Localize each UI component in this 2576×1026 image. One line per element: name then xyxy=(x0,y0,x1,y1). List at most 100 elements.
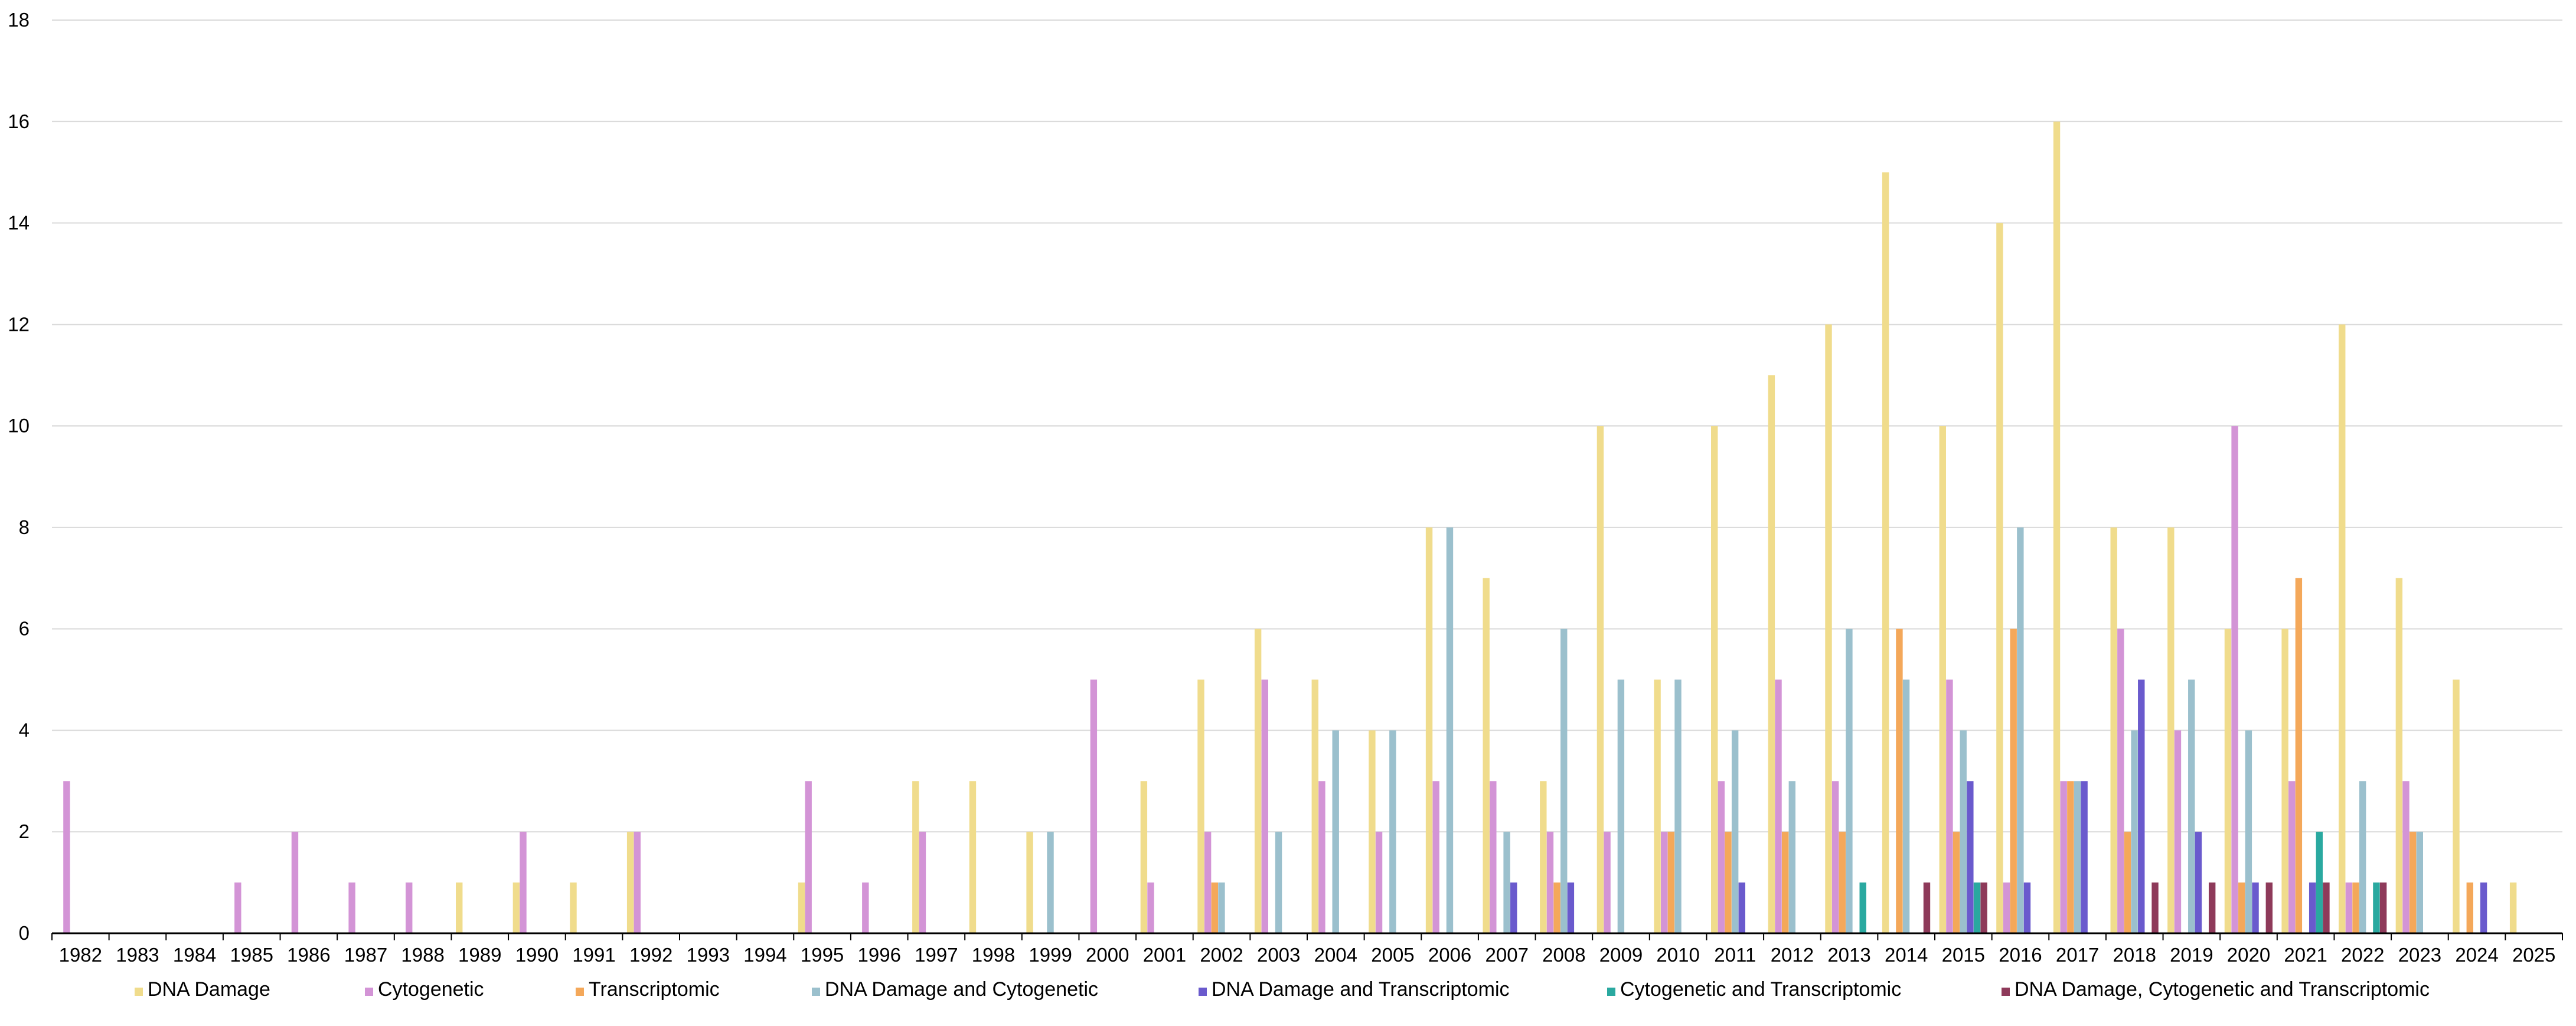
bar-cytogenetic-1986 xyxy=(291,832,299,933)
bar-cytogenetic-2010 xyxy=(1661,832,1668,933)
bar-dna-damage-2011 xyxy=(1711,426,1718,933)
bar-dna-damage-2013 xyxy=(1825,324,1832,934)
bar-dna-damage-and-cytogenetic-2002 xyxy=(1218,882,1225,933)
bar-dna-damage-and-cytogenetic-2014 xyxy=(1902,679,1910,933)
bar-cytogenetic-and-transcriptomic-2022 xyxy=(2373,882,2380,933)
bar-cytogenetic-2009 xyxy=(1604,832,1611,933)
bar-dna-damage-and-transcriptomic-2015 xyxy=(1967,781,1974,933)
x-tick-label: 1985 xyxy=(230,944,273,966)
x-tick-label: 1990 xyxy=(515,944,559,966)
bar-dna-damage-and-cytogenetic-2017 xyxy=(2074,781,2081,933)
x-tick-label: 1995 xyxy=(801,944,844,966)
bar-dna-damage-and-cytogenetic-2004 xyxy=(1332,730,1339,933)
bar-dna-damage-2022 xyxy=(2339,324,2346,934)
x-tick-label: 2006 xyxy=(1428,944,1471,966)
legend-swatch xyxy=(2002,988,2010,996)
bars xyxy=(63,121,2517,934)
bar-cytogenetic-2021 xyxy=(2288,781,2296,933)
bar-transcriptomic-2015 xyxy=(1953,832,1960,933)
bar-cytogenetic-2004 xyxy=(1318,781,1325,933)
bar-transcriptomic-2018 xyxy=(2124,832,2131,933)
x-tick-label: 1988 xyxy=(401,944,444,966)
x-tick-label: 2015 xyxy=(1942,944,1985,966)
x-tick-label: 1983 xyxy=(116,944,159,966)
bar-cytogenetic-and-transcriptomic-2021 xyxy=(2316,832,2323,933)
x-tick-label: 1998 xyxy=(972,944,1015,966)
bar-dna-damage-and-cytogenetic-2009 xyxy=(1617,679,1625,933)
bar-dna-damage-1998 xyxy=(969,781,977,933)
legend-label: Cytogenetic xyxy=(378,978,484,1001)
x-tick-label: 1986 xyxy=(287,944,330,966)
bar-dna-damage-2003 xyxy=(1254,628,1262,933)
bar-dna-damage-and-cytogenetic-2018 xyxy=(2131,730,2138,933)
bar-cytogenetic-2002 xyxy=(1204,832,1212,933)
bar-dna-damage-1991 xyxy=(570,882,577,933)
bar-dna-damage-2021 xyxy=(2281,628,2288,933)
bar-cytogenetic-2011 xyxy=(1718,781,1725,933)
bar-dna-damage-2012 xyxy=(1768,375,1775,933)
bar-cytogenetic-2016 xyxy=(2003,882,2010,933)
bar-dna-damage-and-cytogenetic-2006 xyxy=(1446,527,1454,933)
bar-cytogenetic-1990 xyxy=(520,832,527,933)
gridlines xyxy=(52,19,2562,833)
bar-dna-damage-1997 xyxy=(912,781,919,933)
bar-dna-damage-and-cytogenetic-2003 xyxy=(1275,832,1282,933)
bar-dna-damage-2008 xyxy=(1540,781,1547,933)
x-tick-label: 2017 xyxy=(2056,944,2099,966)
bar-dna-damage-cytogenetic-and-transcriptomic-2015 xyxy=(1980,882,1987,933)
bar-cytogenetic-1996 xyxy=(862,882,869,933)
bar-cytogenetic-2005 xyxy=(1375,832,1383,933)
bar-dna-damage-cytogenetic-and-transcriptomic-2019 xyxy=(2208,882,2216,933)
bar-cytogenetic-2023 xyxy=(2402,781,2410,933)
x-tick-label: 2018 xyxy=(2113,944,2156,966)
bar-dna-damage-and-transcriptomic-2007 xyxy=(1510,882,1517,933)
y-tick-label: 16 xyxy=(8,110,30,132)
legend-swatch xyxy=(1199,988,1207,996)
bar-transcriptomic-2023 xyxy=(2409,832,2417,933)
bar-dna-damage-2001 xyxy=(1140,781,1148,933)
bar-dna-damage-and-transcriptomic-2017 xyxy=(2081,781,2088,933)
bar-cytogenetic-1982 xyxy=(63,781,70,933)
bar-dna-damage-and-transcriptomic-2019 xyxy=(2195,832,2202,933)
bar-transcriptomic-2002 xyxy=(1211,882,1218,933)
x-tick-label: 2020 xyxy=(2227,944,2270,966)
bar-dna-damage-cytogenetic-and-transcriptomic-2014 xyxy=(1923,882,1931,933)
x-tick-label: 2003 xyxy=(1257,944,1300,966)
bar-dna-damage-2010 xyxy=(1654,679,1661,933)
legend-label: DNA Damage, Cytogenetic and Transcriptom… xyxy=(2015,978,2430,1001)
bar-dna-damage-cytogenetic-and-transcriptomic-2022 xyxy=(2379,882,2387,933)
bar-transcriptomic-2014 xyxy=(1896,628,1903,933)
bar-dna-damage-and-transcriptomic-2021 xyxy=(2309,882,2316,933)
bar-dna-damage-1992 xyxy=(626,832,634,933)
y-tick-label: 12 xyxy=(8,313,30,335)
bar-transcriptomic-2012 xyxy=(1781,832,1789,933)
bar-dna-damage-and-cytogenetic-2013 xyxy=(1846,628,1853,933)
bar-dna-damage-2016 xyxy=(1996,223,2003,933)
bar-dna-damage-and-cytogenetic-1999 xyxy=(1047,832,1054,933)
x-tick-label: 2019 xyxy=(2170,944,2213,966)
bar-dna-damage-2014 xyxy=(1882,172,1889,934)
x-tick-label: 2025 xyxy=(2512,944,2555,966)
x-tick-label: 1991 xyxy=(572,944,615,966)
bar-dna-damage-and-cytogenetic-2008 xyxy=(1560,628,1568,933)
bar-dna-damage-2017 xyxy=(2053,121,2061,933)
bar-cytogenetic-1997 xyxy=(919,832,926,933)
bar-cytogenetic-2018 xyxy=(2117,628,2124,933)
bar-cytogenetic-1992 xyxy=(634,832,641,933)
bar-dna-damage-1990 xyxy=(512,882,520,933)
bar-transcriptomic-2024 xyxy=(2466,882,2473,933)
legend-label: DNA Damage xyxy=(148,978,270,1001)
bar-dna-damage-and-cytogenetic-2010 xyxy=(1674,679,1682,933)
bar-cytogenetic-2006 xyxy=(1432,781,1439,933)
bar-transcriptomic-2022 xyxy=(2352,882,2359,933)
legend-swatch xyxy=(365,988,373,996)
bar-dna-damage-2023 xyxy=(2395,578,2403,933)
bar-dna-damage-and-cytogenetic-2005 xyxy=(1389,730,1396,933)
bar-cytogenetic-and-transcriptomic-2015 xyxy=(1973,882,1981,933)
x-tick-label: 2016 xyxy=(1999,944,2042,966)
bar-cytogenetic-2017 xyxy=(2060,781,2067,933)
x-tick-label: 2014 xyxy=(1885,944,1928,966)
bar-cytogenetic-2003 xyxy=(1261,679,1268,933)
bar-dna-damage-and-cytogenetic-2019 xyxy=(2188,679,2195,933)
